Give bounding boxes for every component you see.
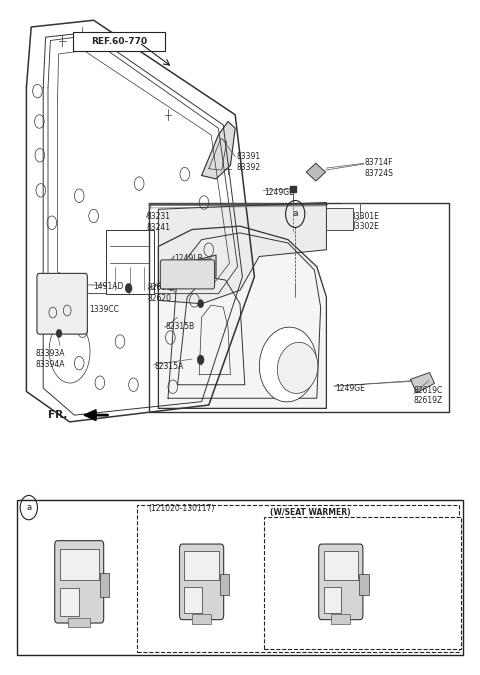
Text: 83391
83392: 83391 83392 (236, 153, 260, 171)
Text: 82619C
82619Z: 82619C 82619Z (414, 386, 443, 405)
FancyBboxPatch shape (331, 614, 350, 624)
FancyBboxPatch shape (17, 500, 463, 655)
Ellipse shape (259, 327, 317, 402)
Polygon shape (158, 202, 326, 304)
FancyBboxPatch shape (184, 587, 202, 613)
FancyBboxPatch shape (359, 574, 369, 595)
Text: 1491AD: 1491AD (94, 282, 124, 292)
FancyBboxPatch shape (326, 208, 353, 230)
Text: 1249JM: 1249JM (186, 267, 215, 276)
Circle shape (125, 284, 132, 293)
FancyBboxPatch shape (324, 551, 358, 580)
FancyBboxPatch shape (55, 541, 104, 623)
FancyBboxPatch shape (324, 587, 341, 613)
Text: 83714F
83724S: 83714F 83724S (365, 159, 394, 178)
Polygon shape (170, 255, 216, 290)
Circle shape (197, 355, 204, 364)
Text: 82315B: 82315B (166, 322, 195, 331)
Text: 83393A
83394A: 83393A 83394A (36, 350, 65, 369)
Text: 1249GE: 1249GE (264, 188, 294, 197)
Polygon shape (202, 122, 235, 179)
FancyBboxPatch shape (319, 544, 363, 620)
FancyBboxPatch shape (69, 618, 90, 627)
Text: 83301E
83302E: 83301E 83302E (350, 212, 379, 231)
FancyBboxPatch shape (137, 505, 459, 652)
Text: a: a (26, 503, 31, 512)
Ellipse shape (277, 342, 318, 394)
Circle shape (198, 300, 204, 308)
Text: FR.: FR. (48, 410, 67, 420)
Text: 93581F: 93581F (64, 642, 93, 651)
FancyBboxPatch shape (100, 573, 109, 597)
Text: a: a (292, 209, 298, 219)
Text: 82315A: 82315A (155, 362, 184, 371)
Ellipse shape (49, 319, 90, 383)
Polygon shape (158, 226, 326, 408)
Text: 1249LB: 1249LB (174, 254, 203, 263)
Text: (121020-130117): (121020-130117) (149, 504, 215, 514)
Polygon shape (306, 163, 325, 181)
Text: REF.60-770: REF.60-770 (91, 36, 147, 46)
Polygon shape (149, 202, 449, 412)
Text: 93582A
93582B: 93582A 93582B (45, 517, 74, 536)
FancyBboxPatch shape (220, 574, 229, 595)
Text: 93580A
93580R: 93580A 93580R (314, 520, 344, 539)
FancyBboxPatch shape (106, 230, 154, 294)
FancyBboxPatch shape (60, 549, 99, 580)
FancyBboxPatch shape (60, 588, 79, 616)
FancyBboxPatch shape (37, 273, 87, 334)
Text: 1249GE: 1249GE (335, 383, 365, 393)
Text: 1339CC: 1339CC (89, 304, 119, 314)
Bar (290, 186, 296, 192)
Circle shape (56, 329, 62, 338)
FancyBboxPatch shape (160, 260, 215, 289)
FancyBboxPatch shape (192, 614, 211, 624)
Polygon shape (84, 410, 96, 421)
Text: 82610
82620: 82610 82620 (148, 284, 172, 302)
FancyBboxPatch shape (73, 32, 165, 51)
Text: (W/SEAT WARMER): (W/SEAT WARMER) (270, 508, 351, 518)
FancyBboxPatch shape (184, 551, 219, 580)
Text: 83231
83241: 83231 83241 (146, 213, 170, 232)
Text: 93580L
93580R: 93580L 93580R (180, 520, 210, 539)
FancyBboxPatch shape (264, 517, 461, 649)
Polygon shape (410, 373, 434, 393)
FancyBboxPatch shape (180, 544, 224, 620)
